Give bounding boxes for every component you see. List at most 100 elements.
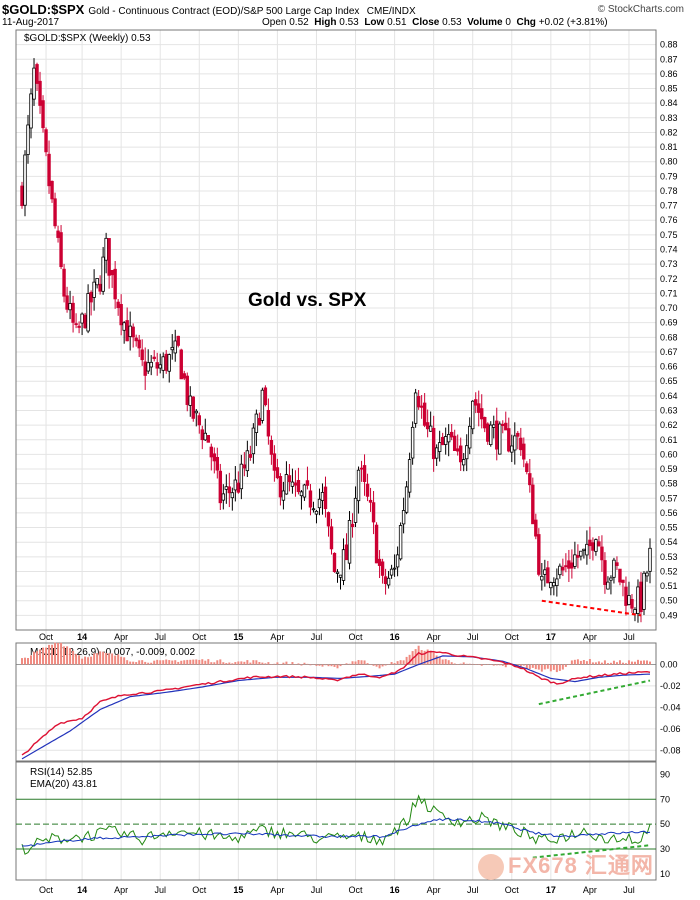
candle-body (452, 435, 457, 451)
candle-body (504, 422, 508, 431)
candle-body (474, 399, 478, 406)
candle-body (522, 443, 526, 460)
candle-body (23, 154, 27, 206)
x-tick-label: Apr (270, 885, 284, 895)
rsi-y-tick-label: 50 (660, 819, 670, 829)
price-y-tick-label: 0.51 (660, 581, 678, 591)
macd-histogram-bar (252, 660, 255, 665)
open-value: 0.52 (289, 17, 309, 28)
candle-body (209, 446, 214, 458)
price-y-tick-label: 0.55 (660, 523, 678, 533)
candle-body (510, 445, 514, 453)
macd-histogram-bar (105, 652, 108, 665)
macd-histogram-bar (285, 661, 288, 665)
candle-body (449, 431, 454, 438)
macd-histogram-bar (144, 661, 147, 665)
macd-histogram-bar (63, 646, 66, 665)
candle-body (558, 565, 562, 576)
price-y-tick-label: 0.65 (660, 376, 678, 386)
macd-histogram-bar (525, 664, 528, 669)
candle-body (552, 582, 556, 587)
candle-body (311, 508, 316, 511)
candle-body (104, 237, 108, 261)
macd-histogram-bar (603, 660, 606, 665)
candle-body (131, 326, 135, 338)
candle-body (365, 483, 370, 497)
macd-histogram-bar (93, 653, 96, 665)
candle-body (134, 337, 138, 342)
macd-histogram-bar (282, 662, 285, 665)
candle-body (254, 413, 259, 433)
macd-histogram-bar (540, 664, 543, 672)
candle-body (122, 322, 126, 331)
price-y-tick-label: 0.88 (660, 40, 678, 50)
macd-histogram-bar (21, 658, 23, 665)
macd-histogram-bar (246, 660, 249, 665)
macd-histogram-bar (306, 663, 309, 665)
rsi-panel-frame (15, 761, 657, 881)
ema-legend: EMA(20) 43.81 (30, 779, 98, 790)
macd-histogram-bar (291, 662, 294, 665)
candle-body (582, 548, 586, 551)
macd-histogram-bar (564, 664, 567, 667)
macd-histogram-bar (579, 660, 582, 665)
candle-body (455, 448, 460, 452)
macd-histogram-bar (279, 664, 282, 665)
candle-body (65, 295, 69, 310)
price-y-tick-label: 0.67 (660, 347, 678, 357)
candle-body (513, 435, 517, 451)
candle-body (80, 313, 84, 324)
macd-histogram-bar (429, 650, 432, 665)
macd-histogram-bar (72, 650, 75, 665)
symbol-description: Gold - Continuous Contract (EOD)/S&P 500… (88, 6, 360, 17)
candle-body (77, 325, 81, 328)
rsi-legend: RSI(14) 52.85 (30, 767, 93, 778)
rsi-y-tick-label: 70 (660, 794, 670, 804)
macd-histogram-bar (303, 662, 306, 665)
candle-body (419, 405, 424, 408)
candle-body (86, 293, 90, 332)
candle-body (215, 456, 220, 471)
x-tick-label: Jul (467, 632, 479, 642)
macd-histogram-bar (81, 658, 84, 665)
candle-body (62, 268, 66, 297)
open-label: Open (262, 17, 287, 28)
grid-layer (16, 30, 656, 880)
candle-body (317, 498, 322, 509)
macd-histogram-bar (318, 664, 321, 666)
macd-histogram-bar (573, 659, 576, 665)
candle-body (531, 484, 535, 525)
candle-body (648, 547, 652, 572)
price-y-tick-label: 0.74 (660, 245, 678, 255)
macd-histogram-bar (27, 658, 30, 665)
price-y-tick-label: 0.59 (660, 464, 678, 474)
low-value: 0.51 (387, 17, 407, 28)
x-tick-label: 16 (390, 632, 400, 642)
candle-body (53, 198, 57, 227)
candle-body (398, 525, 403, 560)
macd-histogram-bar (324, 664, 327, 666)
macd-histogram-bar (372, 664, 375, 666)
macd-histogram-bar (582, 660, 585, 665)
candle-body (362, 465, 367, 483)
macd-histogram-bar (57, 642, 60, 665)
candle-body (446, 434, 451, 443)
stockcharts-credit[interactable]: © StockCharts.com (597, 4, 684, 15)
macd-histogram-bar (546, 664, 549, 669)
macd-histogram-bar (150, 662, 153, 665)
macd-histogram-bar (96, 653, 99, 665)
macd-histogram-bar (240, 661, 243, 665)
candle-body (546, 567, 550, 584)
macd-histogram-bar (399, 660, 402, 665)
x-tick-label: Oct (39, 885, 54, 895)
macd-histogram-bar (507, 664, 510, 665)
macd-histogram-bar (468, 663, 471, 665)
macd-histogram-bar (336, 664, 339, 669)
candle-body (603, 560, 607, 585)
price-y-tick-label: 0.71 (660, 288, 678, 298)
candle-body (32, 67, 36, 100)
candle-body (236, 482, 241, 493)
candle-body (245, 450, 250, 472)
macd-histogram-bar (366, 663, 369, 665)
candle-body (564, 565, 568, 568)
